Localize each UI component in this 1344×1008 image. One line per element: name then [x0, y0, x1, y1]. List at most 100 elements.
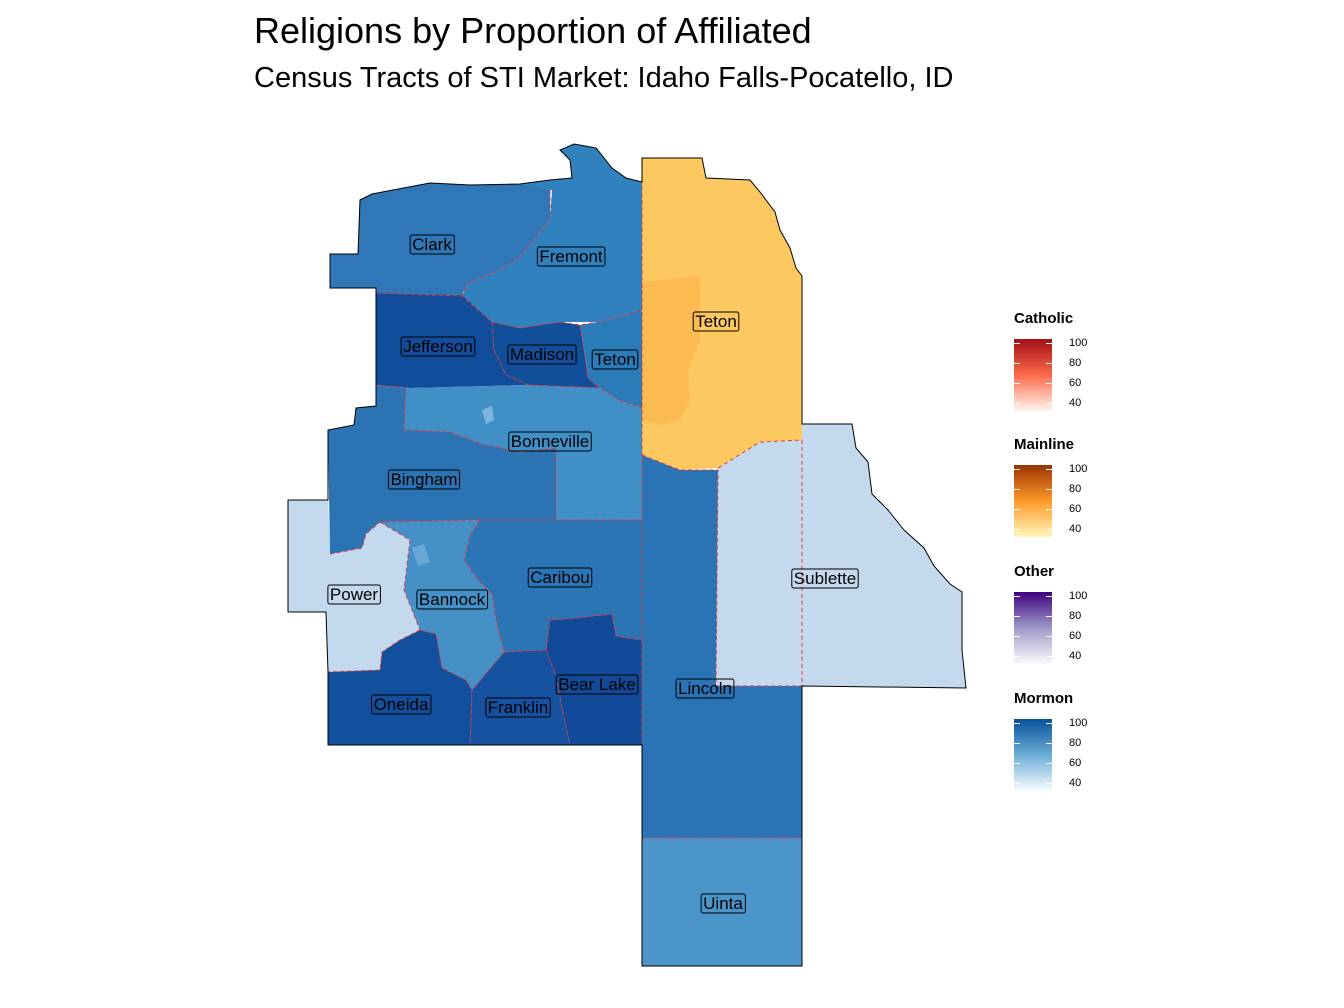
county-label-teton-id: Teton — [591, 349, 639, 370]
legend-tick-mark — [1046, 616, 1052, 617]
svg-text:Power: Power — [330, 585, 379, 604]
county-bonneville[interactable] — [404, 385, 642, 520]
svg-text:Madison: Madison — [510, 345, 574, 364]
map-title: Religions by Proportion of Affiliated — [254, 10, 812, 51]
svg-text:Lincoln: Lincoln — [678, 679, 732, 698]
legend-tick-mark — [1046, 469, 1052, 470]
legend-tick-mark — [1014, 616, 1020, 617]
legend-tick-mark — [1046, 343, 1052, 344]
legend-tick-mark — [1046, 763, 1052, 764]
legend-tick-mark — [1046, 403, 1052, 404]
legend-catholic: Catholic 100 80 60 40 — [1014, 310, 1134, 415]
legend-tick-mark — [1046, 743, 1052, 744]
county-label-sublette: Sublette — [791, 568, 859, 589]
legend-tick-mark — [1046, 723, 1052, 724]
county-fremont[interactable] — [430, 144, 642, 328]
legend-mormon: Mormon 100 80 60 40 — [1014, 690, 1134, 795]
svg-text:Sublette: Sublette — [794, 569, 856, 588]
map-subtitle: Census Tracts of STI Market: Idaho Falls… — [254, 62, 954, 94]
legend-tick-label: 100 — [1069, 717, 1088, 729]
svg-text:Teton: Teton — [594, 350, 636, 369]
county-label-franklin: Franklin — [485, 697, 551, 718]
county-label-clark: Clark — [409, 234, 455, 255]
legend-tick-mark — [1046, 596, 1052, 597]
svg-text:Bingham: Bingham — [390, 470, 457, 489]
legend-tick-label: 100 — [1069, 590, 1088, 602]
legend-colorbar — [1014, 719, 1052, 791]
legend-tick-label: 40 — [1069, 650, 1082, 662]
legend-tick-mark — [1014, 656, 1020, 657]
county-madison[interactable] — [492, 322, 600, 388]
legend-tick-label: 60 — [1069, 757, 1082, 769]
county-label-uinta: Uinta — [700, 893, 746, 914]
legend-tick-mark — [1046, 783, 1052, 784]
county-jefferson[interactable] — [376, 293, 528, 388]
legend-tick-mark — [1014, 596, 1020, 597]
bonneville-lake — [482, 406, 494, 424]
county-caribou[interactable] — [464, 520, 642, 652]
legend-tick-mark — [1014, 529, 1020, 530]
county-bear-lake[interactable] — [546, 614, 642, 745]
county-labels: Clark Fremont Jefferson Madison Teton Teton Bo… — [327, 234, 859, 914]
legend-tick-mark — [1046, 656, 1052, 657]
legend-tick-mark — [1014, 489, 1020, 490]
legend-colorbar — [1014, 592, 1052, 664]
county-label-lincoln: Lincoln — [675, 678, 735, 699]
county-teton-id[interactable] — [580, 310, 642, 408]
svg-text:Teton: Teton — [695, 312, 737, 331]
svg-text:Bear Lake: Bear Lake — [558, 675, 636, 694]
legend-tick-mark — [1046, 529, 1052, 530]
legend-tick-label: 40 — [1069, 523, 1082, 535]
legend-tick-mark — [1014, 343, 1020, 344]
svg-text:Fremont: Fremont — [539, 247, 603, 266]
teton-tract-highlight — [642, 276, 700, 425]
legend-tick-label: 80 — [1069, 610, 1082, 622]
legend-tick-label: 100 — [1069, 337, 1088, 349]
county-label-jefferson: Jefferson — [400, 336, 476, 357]
county-label-bonneville: Bonneville — [508, 431, 592, 452]
legend-tick-label: 60 — [1069, 377, 1082, 389]
legend-tick-mark — [1014, 383, 1020, 384]
county-label-oneida: Oneida — [371, 694, 432, 715]
county-label-fremont: Fremont — [536, 246, 606, 267]
svg-text:Bannock: Bannock — [419, 590, 486, 609]
legend-other: Other 100 80 60 40 — [1014, 563, 1134, 668]
county-oneida[interactable] — [328, 630, 472, 745]
county-sublette[interactable] — [716, 424, 966, 688]
legend-tick-mark — [1046, 489, 1052, 490]
legend-colorbar — [1014, 465, 1052, 537]
legend-title: Mormon — [1014, 690, 1074, 707]
legend-tick-label: 100 — [1069, 463, 1088, 475]
legend-tick-mark — [1014, 783, 1020, 784]
county-label-power: Power — [327, 584, 381, 605]
county-uinta[interactable] — [642, 838, 802, 966]
legend-mainline: Mainline 100 80 60 40 — [1014, 436, 1134, 541]
legend-tick-mark — [1014, 636, 1020, 637]
legend-tick-mark — [1014, 509, 1020, 510]
county-label-madison: Madison — [507, 344, 577, 365]
svg-text:Oneida: Oneida — [374, 695, 429, 714]
legend-tick-mark — [1046, 363, 1052, 364]
legend-tick-label: 40 — [1069, 777, 1082, 789]
county-power[interactable] — [288, 500, 420, 672]
county-label-teton-wy: Teton — [692, 311, 740, 332]
legend-title: Catholic — [1014, 310, 1074, 327]
legend-title: Other — [1014, 563, 1055, 580]
svg-text:Caribou: Caribou — [530, 568, 590, 587]
legend-tick-label: 80 — [1069, 737, 1082, 749]
legend-tick-mark — [1046, 383, 1052, 384]
county-bannock[interactable] — [380, 520, 504, 690]
county-label-bingham: Bingham — [387, 469, 461, 490]
legend-tick-mark — [1014, 743, 1020, 744]
legend-tick-mark — [1014, 363, 1020, 364]
legend-tick-mark — [1014, 763, 1020, 764]
legend-tick-label: 60 — [1069, 630, 1082, 642]
svg-text:Clark: Clark — [412, 235, 452, 254]
county-label-bannock: Bannock — [416, 589, 489, 610]
legend-tick-label: 60 — [1069, 503, 1082, 515]
county-clark[interactable] — [330, 183, 550, 295]
legend-tick-mark — [1014, 469, 1020, 470]
legend-tick-mark — [1014, 723, 1020, 724]
legend-tick-mark — [1014, 403, 1020, 404]
county-lincoln[interactable] — [642, 455, 802, 838]
